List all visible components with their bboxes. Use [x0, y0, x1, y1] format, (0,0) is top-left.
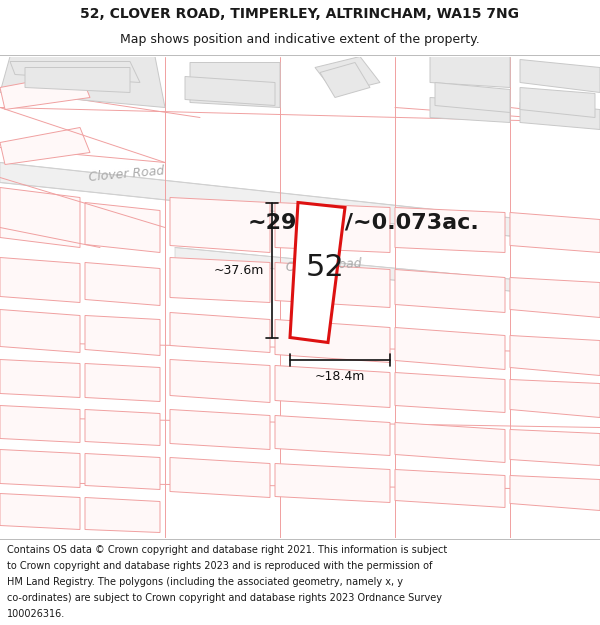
Text: ~18.4m: ~18.4m: [315, 369, 365, 382]
Text: Clover Road: Clover Road: [88, 165, 165, 184]
Polygon shape: [170, 458, 270, 498]
Text: Clover Road: Clover Road: [285, 257, 361, 274]
Polygon shape: [275, 202, 390, 252]
Polygon shape: [85, 498, 160, 532]
Polygon shape: [510, 476, 600, 511]
Polygon shape: [510, 278, 600, 318]
Text: Map shows position and indicative extent of the property.: Map shows position and indicative extent…: [120, 33, 480, 46]
Polygon shape: [395, 372, 505, 413]
Polygon shape: [0, 127, 90, 164]
Text: co-ordinates) are subject to Crown copyright and database rights 2023 Ordnance S: co-ordinates) are subject to Crown copyr…: [7, 592, 442, 602]
Polygon shape: [0, 449, 80, 488]
Polygon shape: [0, 72, 90, 109]
Polygon shape: [170, 359, 270, 403]
Polygon shape: [275, 416, 390, 456]
Polygon shape: [510, 213, 600, 253]
Polygon shape: [175, 248, 600, 299]
Polygon shape: [395, 208, 505, 252]
Polygon shape: [85, 202, 160, 252]
Text: 52: 52: [305, 253, 344, 282]
Polygon shape: [170, 258, 270, 302]
Polygon shape: [275, 262, 390, 308]
Polygon shape: [510, 429, 600, 466]
Polygon shape: [510, 336, 600, 376]
Polygon shape: [25, 68, 130, 92]
Polygon shape: [430, 98, 510, 122]
Polygon shape: [435, 82, 510, 112]
Text: ~37.6m: ~37.6m: [214, 264, 264, 276]
Polygon shape: [510, 379, 600, 418]
Polygon shape: [0, 188, 80, 248]
Polygon shape: [275, 464, 390, 503]
Text: Contains OS data © Crown copyright and database right 2021. This information is : Contains OS data © Crown copyright and d…: [7, 545, 448, 555]
Polygon shape: [395, 269, 505, 312]
Polygon shape: [275, 319, 390, 362]
Polygon shape: [185, 76, 275, 106]
Polygon shape: [275, 366, 390, 408]
Polygon shape: [0, 309, 80, 352]
Polygon shape: [85, 262, 160, 306]
Polygon shape: [85, 454, 160, 489]
Polygon shape: [0, 56, 165, 108]
Polygon shape: [395, 469, 505, 508]
Polygon shape: [315, 56, 380, 94]
Polygon shape: [395, 328, 505, 369]
Polygon shape: [170, 198, 270, 252]
Polygon shape: [0, 162, 600, 246]
Polygon shape: [0, 406, 80, 442]
Text: HM Land Registry. The polygons (including the associated geometry, namely x, y: HM Land Registry. The polygons (includin…: [7, 577, 403, 587]
Polygon shape: [430, 56, 510, 88]
Polygon shape: [10, 61, 140, 82]
Text: 52, CLOVER ROAD, TIMPERLEY, ALTRINCHAM, WA15 7NG: 52, CLOVER ROAD, TIMPERLEY, ALTRINCHAM, …: [80, 7, 520, 21]
Polygon shape: [170, 409, 270, 449]
Polygon shape: [0, 359, 80, 398]
Polygon shape: [520, 102, 600, 129]
Polygon shape: [290, 202, 345, 342]
Polygon shape: [85, 409, 160, 446]
Text: ~296m²/~0.073ac.: ~296m²/~0.073ac.: [248, 213, 480, 232]
Polygon shape: [0, 258, 80, 302]
Polygon shape: [520, 88, 595, 118]
Polygon shape: [320, 62, 370, 98]
Polygon shape: [85, 316, 160, 356]
Text: 100026316.: 100026316.: [7, 609, 65, 619]
Polygon shape: [85, 364, 160, 401]
Polygon shape: [520, 59, 600, 92]
Polygon shape: [190, 62, 280, 107]
Polygon shape: [0, 494, 80, 529]
Polygon shape: [170, 312, 270, 352]
Polygon shape: [395, 422, 505, 462]
Text: to Crown copyright and database rights 2023 and is reproduced with the permissio: to Crown copyright and database rights 2…: [7, 561, 433, 571]
